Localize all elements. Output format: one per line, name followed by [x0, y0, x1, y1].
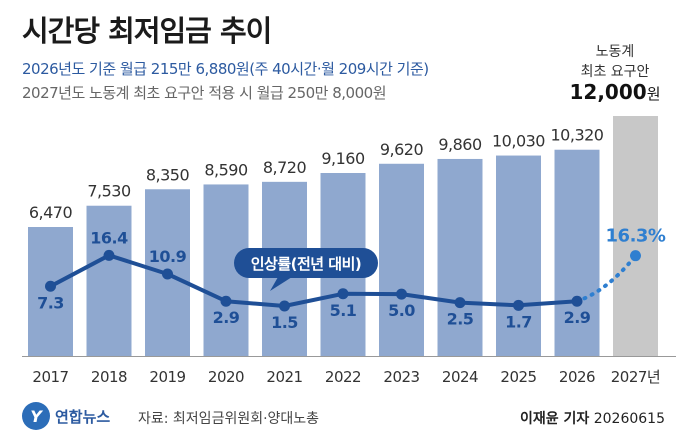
rate-marker [513, 299, 524, 311]
labor-demand-label: 노동계 최초 요구안 12,000원 [556, 42, 674, 105]
rate-value-label: 16.4 [90, 228, 128, 247]
rate-value-label: 2.9 [213, 308, 240, 327]
rate-legend-label: 인상률(전년 대비) [251, 255, 362, 273]
source-note: 자료: 최저임금위원회·양대노총 [138, 411, 320, 427]
labor-demand-amount: 12,000원 [556, 82, 674, 105]
yonhap-logo-icon: Y [22, 402, 50, 430]
rate-marker [45, 280, 56, 292]
rate-legend-box [234, 248, 378, 278]
rate-marker [337, 288, 349, 300]
bar-value-label: 8,720 [263, 158, 307, 177]
x-tick-label: 2025 [500, 368, 536, 386]
rate-value-label: 16.3% [606, 226, 666, 247]
publish-date: 20260615 [593, 411, 665, 427]
x-tick-label: 2027년 [611, 368, 660, 386]
page-title: 시간당 최저임금 추이 [22, 14, 272, 48]
x-tick-label: 2022 [325, 368, 361, 386]
subtitle-monthly-wage-2027: 2027년도 노동계 최초 요구안 적용 시 월급 250만 8,000원 [22, 84, 387, 102]
bar-2025 [496, 155, 541, 356]
bar-value-label: 8,590 [204, 160, 248, 179]
bar-2024 [437, 158, 483, 356]
rate-value-label: 2.5 [447, 310, 474, 329]
yonhap-logo: Y 연합뉴스 [22, 402, 110, 430]
rate-legend-pointer [270, 277, 292, 291]
rate-marker [630, 250, 641, 262]
rate-marker [571, 295, 583, 307]
bar-value-label: 8,350 [146, 165, 190, 184]
rate-marker [162, 268, 173, 280]
labor-demand-unit: 원 [646, 85, 661, 103]
rate-marker [279, 300, 290, 312]
bar-value-label: 9,160 [321, 149, 365, 168]
rate-marker [396, 288, 407, 300]
x-tick-label: 2017 [32, 368, 68, 386]
credit: 이재윤 기자 20260615 [520, 408, 665, 428]
rate-value-label: 5.1 [330, 301, 357, 320]
bar-2026 [554, 149, 600, 356]
labor-demand-value: 12,000 [569, 80, 647, 104]
rate-value-label: 1.7 [505, 312, 532, 331]
subtitle-monthly-wage-2026: 2026년도 기준 월급 215만 6,880원(주 40시간·월 209시간 … [22, 60, 429, 78]
bar-value-label: 10,320 [551, 126, 604, 145]
rate-marker [103, 249, 115, 261]
bar-value-label: 9,620 [380, 140, 424, 159]
bar-2027년 [613, 116, 658, 356]
rate-marker [220, 295, 232, 307]
bar-2023 [379, 163, 424, 356]
yonhap-logo-text: 연합뉴스 [55, 407, 111, 426]
x-tick-label: 2018 [91, 368, 127, 386]
rate-value-label: 1.5 [271, 313, 298, 332]
bar-value-label: 10,030 [492, 132, 545, 151]
x-tick-label: 2020 [208, 368, 244, 386]
rate-line [49, 253, 578, 308]
rate-value-label: 10.9 [149, 247, 187, 266]
x-tick-label: 2021 [266, 368, 302, 386]
rate-line-projected [575, 253, 638, 304]
rate-value-label: 2.9 [564, 308, 591, 327]
rate-value-label: 5.0 [388, 301, 415, 320]
bar-2018 [86, 205, 132, 356]
bar-value-label: 7,530 [87, 182, 131, 201]
labor-demand-line1: 노동계 [595, 44, 635, 60]
x-tick-label: 2019 [149, 368, 185, 386]
reporter-name: 이재윤 기자 [520, 411, 590, 427]
bar-value-label: 6,470 [29, 203, 73, 222]
x-tick-label: 2026 [559, 368, 595, 386]
x-tick-label: 2024 [442, 368, 478, 386]
rate-value-label: 7.3 [37, 293, 64, 312]
labor-demand-line2: 최초 요구안 [580, 64, 650, 80]
rate-marker [454, 297, 466, 309]
x-tick-label: 2023 [383, 368, 419, 386]
bar-value-label: 9,860 [438, 135, 482, 154]
